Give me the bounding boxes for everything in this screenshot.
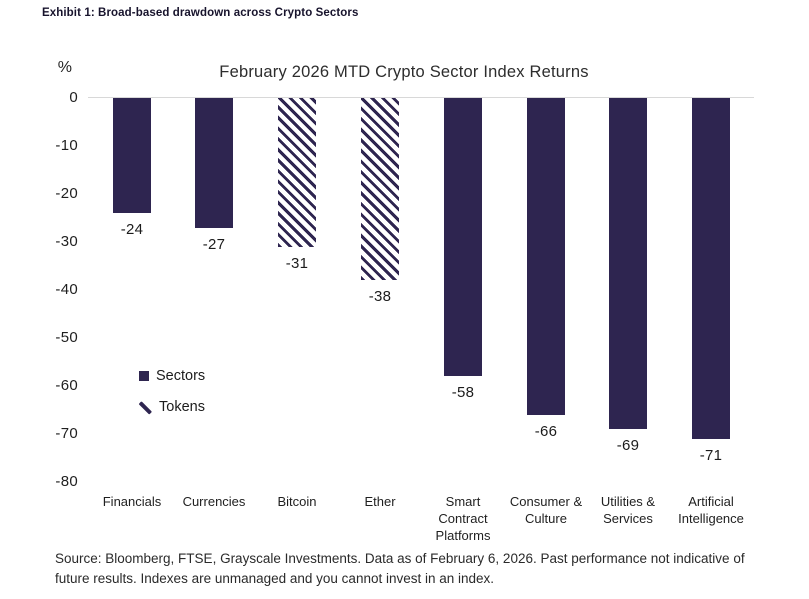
bar [113,98,151,213]
category-label: Financials [78,493,186,510]
y-tick-label: -60 [55,377,78,394]
bar [444,98,482,376]
source-note: Source: Bloomberg, FTSE, Grayscale Inves… [55,551,745,586]
y-tick-label: -70 [55,425,78,442]
bar-value-label: -24 [120,221,144,238]
legend-item: Sectors [139,368,205,384]
category-label: Currencies [160,493,268,510]
category-label-line: Smart [445,494,481,509]
y-tick-label: -20 [55,185,78,202]
bar [692,98,730,439]
solid-swatch-icon [139,371,149,381]
bar-value-label: -58 [451,384,475,401]
y-tick-label: -10 [55,137,78,154]
category-label: Smart Contract Platforms [409,493,517,544]
hatched-swatch-icon [139,401,152,414]
y-axis-unit-label: % [57,59,72,76]
category-label-line: Bitcoin [277,494,317,509]
bar [195,98,233,228]
legend-item: Tokens [139,399,205,415]
y-tick-label: -40 [55,281,78,298]
category-label: Consumer & Culture [492,493,600,527]
category-label-line: Ether [364,494,396,509]
category-label: Utilities & Services [574,493,682,527]
zero-baseline [88,97,754,98]
bar-value-label: -71 [699,447,723,464]
exhibit-title: Exhibit 1: Broad-based drawdown across C… [42,7,359,19]
y-tick-label: -30 [55,233,78,250]
y-tick-label: 0 [69,89,78,106]
category-label-line: Intelligence [678,511,744,526]
category-label: Artificial Intelligence [657,493,765,527]
bar [361,98,399,280]
category-label-line: Contract [438,511,488,526]
category-label-line: Currencies [182,494,246,509]
bar-value-label: -66 [534,423,558,440]
category-label-line: Artificial [688,494,734,509]
bar [527,98,565,415]
legend-label: Sectors [156,368,206,384]
bar [609,98,647,429]
bar-value-label: -27 [202,236,226,253]
y-tick-label: -80 [55,473,78,490]
category-label-line: Consumer & [509,494,583,509]
y-tick-label: -50 [55,329,78,346]
category-label-line: Utilities & [600,494,656,509]
legend-label: Tokens [159,399,205,415]
bar-value-label: -38 [368,288,392,305]
chart-title: February 2026 MTD Crypto Sector Index Re… [219,63,589,81]
bar-value-label: -69 [616,437,640,454]
category-label-line: Financials [102,494,162,509]
category-label: Bitcoin [243,493,351,510]
bar [278,98,316,247]
category-label-line: Culture [525,511,567,526]
bar-value-label: -31 [285,255,309,272]
category-label: Ether [326,493,434,510]
category-label-line: Services [603,511,653,526]
category-label-line: Platforms [435,528,491,543]
